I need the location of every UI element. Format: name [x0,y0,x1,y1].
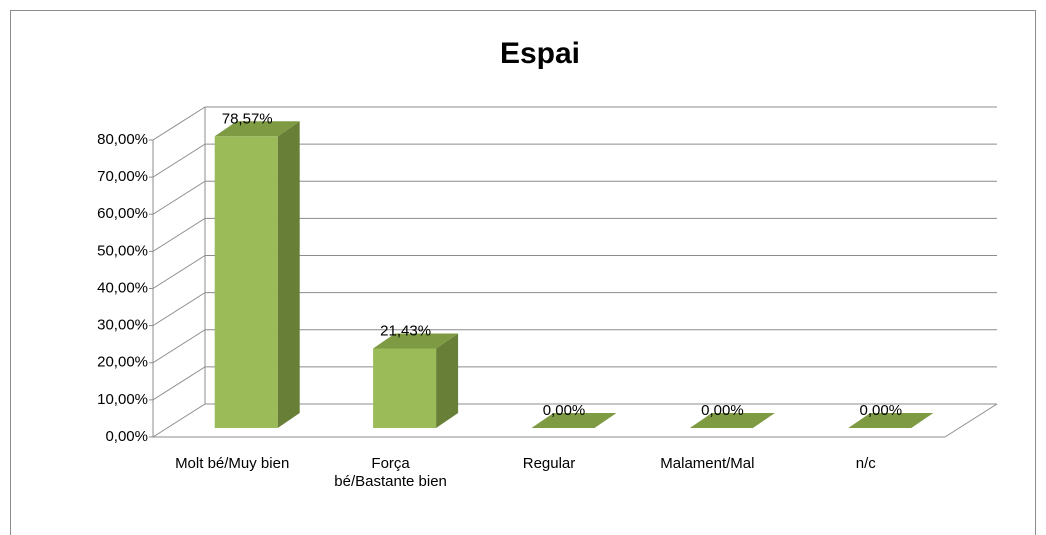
grid-line [152,329,206,364]
y-tick-label: 40,00% [97,279,148,296]
bar-top [531,413,617,428]
grid-line [152,180,206,215]
data-label: 0,00% [543,402,586,419]
floor-line [944,403,998,438]
bar [373,348,437,428]
grid-line [152,143,206,178]
x-tick-label: Regular [522,455,576,472]
y-tick-label: 70,00% [97,168,148,185]
y-tick-label: 20,00% [97,354,148,371]
bar-side [436,333,459,428]
grid-line [152,106,206,141]
bar-top [214,121,300,137]
bar-side [277,121,300,429]
y-tick-label: 80,00% [97,131,148,148]
y-tick-label: 0,00% [105,428,148,445]
chart-border [10,10,1036,535]
bar [214,136,278,428]
y-tick-label: 50,00% [97,242,148,259]
y-tick-label: 30,00% [97,317,148,334]
x-tick-label: Força bé/Bastante bien [334,455,447,490]
x-tick-label: Malament/Mal [660,455,755,472]
grid-line [152,366,206,401]
data-label: 78,57% [222,110,273,127]
grid-line [152,217,206,252]
grid-line [152,255,206,289]
x-tick-label: Molt bé/Muy bien [175,455,290,472]
bar-top [848,413,934,428]
grid-line [152,292,206,327]
y-tick-label: 60,00% [97,205,148,222]
data-label: 21,43% [380,322,431,339]
bar-top [689,413,775,428]
x-tick-label: n/c [855,455,876,472]
y-tick-label: 10,00% [97,391,148,408]
chart-title: Espai [500,37,580,70]
grid-line [152,403,206,438]
data-label: 0,00% [860,402,903,419]
data-label: 0,00% [701,402,744,419]
bar-top [373,333,459,349]
